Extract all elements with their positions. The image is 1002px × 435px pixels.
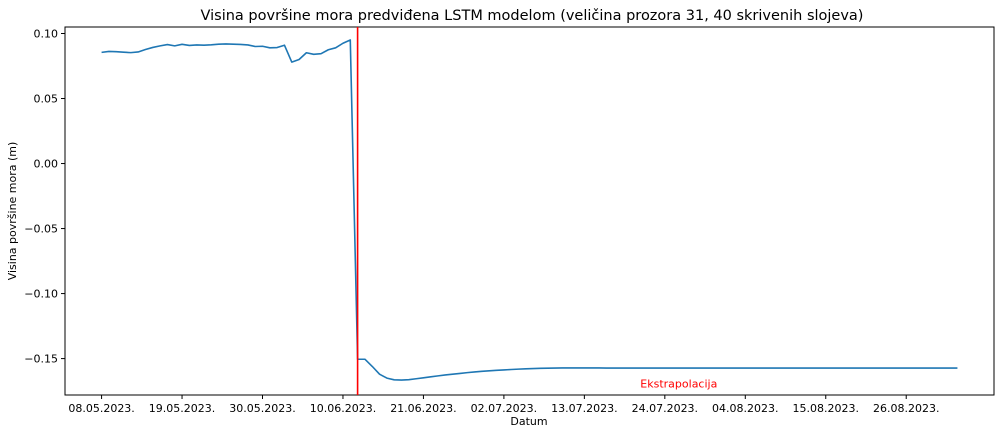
x-tick-label: 19.05.2023.	[149, 402, 215, 415]
x-tick-label: 02.07.2023.	[471, 402, 537, 415]
overlay-layer: Ekstrapolacija	[356, 27, 717, 395]
x-axis: 08.05.2023. 19.05.2023. 30.05.2023. 10.06.2…	[68, 395, 939, 415]
x-tick-label: 24.07.2023.	[632, 402, 698, 415]
y-axis: 0.10 0.05 0.00 −0.05 −0.10 −0.15	[24, 28, 65, 366]
x-tick-label: 10.06.2023.	[310, 402, 376, 415]
series-layer	[101, 39, 958, 381]
y-axis-label: Visina površine mora (m)	[6, 142, 19, 281]
y-tick-label: 0.10	[34, 28, 59, 41]
chart-title: Visina površine mora predviđena LSTM mod…	[201, 8, 864, 24]
x-tick-label: 13.07.2023.	[551, 402, 617, 415]
series-line	[101, 39, 958, 381]
y-tick-label: −0.10	[24, 288, 58, 301]
x-tick-label: 15.08.2023.	[793, 402, 859, 415]
x-tick-label: 30.05.2023.	[229, 402, 295, 415]
x-tick-label: 04.08.2023.	[712, 402, 778, 415]
x-axis-label: Datum	[510, 415, 547, 428]
x-tick-label: 08.05.2023.	[68, 402, 134, 415]
x-tick-label: 21.06.2023.	[390, 402, 456, 415]
plot-area	[64, 26, 995, 396]
y-tick-label: −0.05	[24, 223, 58, 236]
y-tick-label: −0.15	[24, 353, 58, 366]
y-tick-label: 0.00	[34, 158, 59, 171]
x-tick-label: 26.08.2023.	[873, 402, 939, 415]
y-tick-label: 0.05	[34, 93, 59, 106]
extrapolation-label: Ekstrapolacija	[640, 377, 717, 390]
